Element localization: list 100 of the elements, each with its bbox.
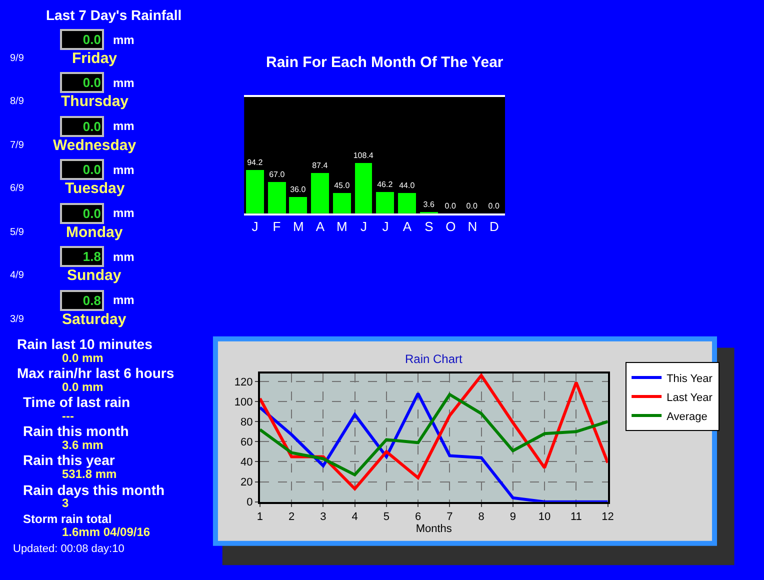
bar — [355, 162, 372, 214]
x-tick-label: S — [424, 218, 434, 234]
legend-label: This Year — [666, 372, 713, 385]
text: Tuesday — [65, 180, 126, 197]
data-label: 0.0 — [444, 201, 456, 210]
x-tick-label: J — [360, 218, 367, 234]
x-tick-label: J — [252, 218, 258, 234]
x-tick-label: 5 — [383, 511, 390, 524]
data-label: 3.6 — [423, 200, 435, 209]
bar — [289, 196, 308, 214]
text: 0.0 — [82, 32, 101, 47]
text: mm — [113, 119, 134, 133]
x-tick-label: A — [316, 218, 325, 234]
y-tick-label: 20 — [240, 476, 253, 489]
x-tick-label: F — [272, 218, 281, 234]
legend-label: Average — [666, 410, 708, 423]
bar — [333, 192, 352, 214]
text: Max rain/hr last 6 hours — [17, 365, 174, 381]
text: Wednesday — [53, 137, 137, 154]
data-label: 45.0 — [334, 180, 350, 190]
chart-title: Rain Chart — [405, 352, 464, 366]
x-tick-label: 8 — [478, 511, 484, 524]
x-tick-label: 6 — [414, 511, 422, 524]
bar — [311, 172, 330, 214]
text: 6/9 — [10, 183, 24, 194]
y-tick-label: 100 — [234, 396, 253, 408]
y-tick-label: 40 — [240, 456, 253, 469]
text: --- — [62, 409, 74, 423]
x-tick-label: M — [336, 218, 348, 234]
text: Rain days this month — [23, 482, 165, 498]
x-tick-label: 7 — [446, 511, 453, 524]
text: 0.0 mm — [62, 380, 104, 394]
text: Monday — [66, 224, 124, 241]
y-tick-label: 80 — [240, 416, 253, 428]
data-label: 94.2 — [247, 158, 264, 167]
x-tick-label: 9 — [510, 511, 516, 524]
bar — [376, 192, 394, 214]
text: Rain this year — [23, 452, 116, 468]
text: 531.8 mm — [62, 467, 117, 481]
data-label: 0.0 — [466, 201, 478, 210]
text: 7/9 — [10, 140, 24, 151]
data-label: 67.0 — [269, 170, 286, 179]
text: mm — [113, 163, 134, 177]
bar — [246, 170, 264, 214]
text: Time of last rain — [23, 394, 130, 410]
x-tick-label: 3 — [320, 511, 326, 524]
text: 1.6mm 04/09/16 — [62, 525, 150, 539]
x-tick-label: 2 — [288, 511, 295, 524]
y-tick-label: 0 — [246, 496, 253, 509]
line-series — [260, 392, 608, 502]
text: 0.0 — [82, 119, 101, 134]
text: mm — [113, 33, 134, 47]
x-tick-label: O — [446, 218, 456, 234]
text: 3/9 — [10, 314, 24, 325]
x-tick-label: 1 — [256, 511, 263, 524]
text: mm — [113, 206, 134, 220]
line-series — [260, 393, 608, 476]
text: Friday — [72, 50, 118, 67]
text: Updated: 00:08 day:10 — [13, 543, 124, 555]
data-label: 46.2 — [377, 180, 394, 189]
text: 5/9 — [10, 227, 24, 238]
text: 0.0 — [82, 75, 101, 90]
text: Saturday — [62, 311, 127, 328]
text: Storm rain total — [23, 512, 112, 526]
chart-title: Rain For Each Month Of The Year — [266, 54, 504, 71]
text: Rain last 10 minutes — [17, 336, 153, 352]
y-tick-label: 60 — [240, 436, 253, 449]
x-tick-label: D — [489, 218, 499, 234]
text: Sunday — [67, 267, 122, 284]
data-label: 44.0 — [399, 180, 416, 190]
text: 4/9 — [10, 270, 24, 281]
bar — [398, 192, 416, 214]
text: 9/9 — [10, 53, 24, 64]
line-series — [260, 374, 608, 490]
text: 0.8 — [82, 293, 101, 308]
data-label: 0.0 — [488, 201, 500, 210]
x-tick-label: 4 — [352, 511, 358, 524]
data-label: 36.0 — [290, 184, 306, 194]
x-axis-title: Months — [416, 523, 452, 536]
x-tick-label: 11 — [570, 511, 582, 524]
text: mm — [113, 76, 134, 90]
text: 0.0 — [82, 162, 101, 177]
text: 8/9 — [10, 96, 24, 107]
x-tick-label: 12 — [602, 511, 614, 524]
text: 3 — [62, 496, 69, 510]
bar — [268, 182, 286, 214]
x-tick-label: N — [468, 218, 478, 234]
text: Rain this month — [23, 423, 129, 439]
text: mm — [113, 250, 134, 264]
text: mm — [113, 293, 134, 307]
y-tick-label: 120 — [234, 376, 253, 388]
data-label: 108.4 — [353, 150, 374, 160]
text: 0.0 — [82, 206, 101, 221]
legend-label: Last Year — [666, 392, 713, 404]
text: Thursday — [61, 93, 130, 110]
x-tick-label: A — [402, 218, 412, 234]
text: 0.0 mm — [62, 351, 104, 365]
text: Last 7 Day's Rainfall — [46, 7, 182, 23]
x-tick-label: J — [382, 218, 389, 234]
x-tick-label: 10 — [538, 511, 551, 524]
